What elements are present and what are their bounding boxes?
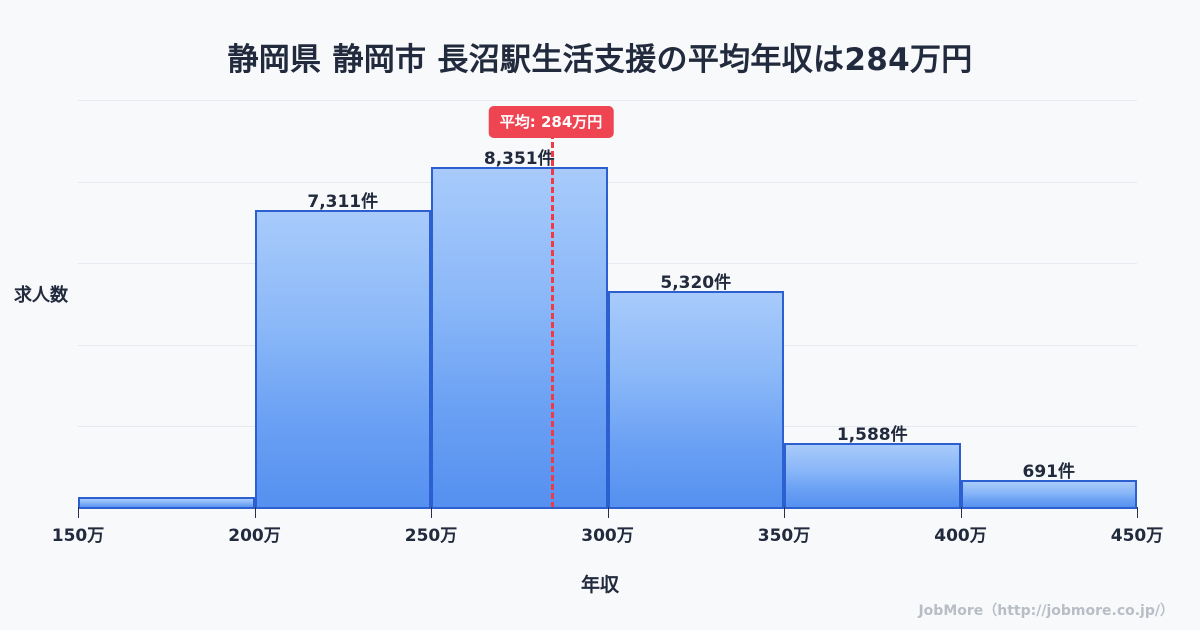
y-axis-label: 求人数 — [14, 285, 68, 306]
average-badge: 平均: 284万円 — [488, 106, 614, 138]
footer-watermark: JobMore（http://jobmore.co.jp/） — [918, 603, 1174, 619]
x-tick-200 — [254, 507, 256, 518]
x-tick-label-200: 200万 — [228, 526, 281, 546]
gridline-6000 — [78, 263, 1137, 265]
bar-bin-150-200[interactable] — [78, 497, 255, 508]
bar-value-label-bin-200-250: 7,311件 — [307, 191, 379, 212]
bar-bin-250-300[interactable] — [431, 167, 608, 508]
x-tick-label-400: 400万 — [934, 526, 987, 546]
x-axis-label: 年収 — [580, 574, 619, 596]
bar-bin-300-350[interactable] — [607, 290, 784, 508]
x-tick-label-350: 350万 — [757, 526, 811, 546]
x-tick-450 — [1137, 507, 1138, 518]
bar-value-label-bin-250-300: 8,351件 — [483, 149, 555, 170]
plot-area: 7,311件 8,351件 5,320件 1,588件 691件 平均: 284万円 — [78, 100, 1137, 508]
x-tick-400 — [960, 507, 962, 518]
x-tick-label-150: 150万 — [51, 526, 105, 546]
bar-value-label-bin-350-400: 1,588件 — [836, 425, 908, 446]
x-tick-300 — [607, 507, 609, 518]
gridline-8000 — [78, 181, 1137, 183]
bar-bin-400-450[interactable] — [960, 479, 1137, 508]
bar-bin-200-250[interactable] — [254, 209, 431, 508]
average-dashed-line — [551, 133, 555, 508]
page-title: 静岡県 静岡市 長沼駅生活支援の平均年収は284万円 — [227, 42, 973, 78]
bar-value-label-bin-300-350: 5,320件 — [660, 272, 732, 293]
x-axis: 150万 200万 250万 300万 350万 400万 450万 — [52, 507, 1163, 546]
x-tick-label-250: 250万 — [404, 526, 458, 546]
x-tick-350 — [784, 507, 785, 518]
x-tick-label-450: 450万 — [1110, 526, 1164, 546]
gridline-10000 — [78, 100, 1137, 101]
bars-layer: 7,311件 8,351件 5,320件 1,588件 691件 — [78, 100, 1137, 508]
x-tick-150 — [78, 507, 79, 518]
bar-value-label-bin-400-450: 691件 — [1022, 461, 1076, 482]
bar-bin-350-400[interactable] — [784, 443, 961, 508]
x-tick-250 — [431, 507, 432, 518]
x-tick-label-300: 300万 — [581, 526, 634, 546]
